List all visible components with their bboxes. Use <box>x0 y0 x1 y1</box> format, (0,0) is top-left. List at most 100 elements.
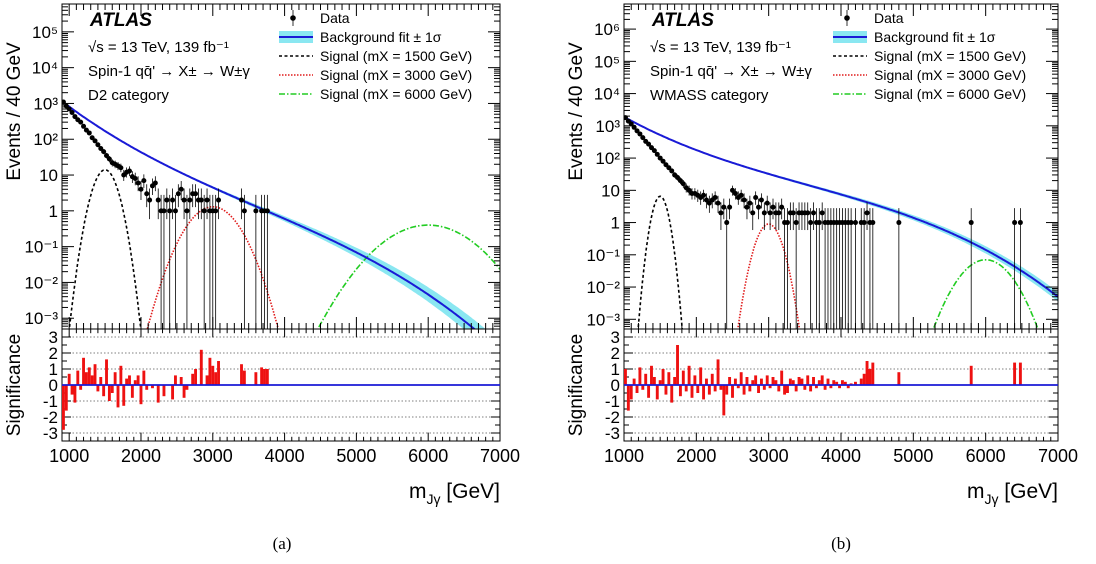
y-tick-label: 10⁻² <box>586 278 620 297</box>
significance-bar <box>699 367 703 385</box>
significance-bar <box>156 385 160 403</box>
data-point <box>141 178 147 184</box>
data-point <box>747 200 753 206</box>
data-point <box>852 220 858 226</box>
significance-bar <box>678 385 682 397</box>
data-point <box>104 153 110 159</box>
significance-bar <box>820 375 824 385</box>
data-point <box>646 141 652 147</box>
data-point <box>896 220 902 226</box>
significance-bar <box>733 378 737 385</box>
significance-bar <box>90 375 94 385</box>
y-tick-label: 10³ <box>595 117 620 136</box>
significance-bar <box>64 385 68 411</box>
data-point <box>715 200 721 206</box>
signal-curve-1500 <box>68 169 142 329</box>
significance-bar <box>629 385 633 400</box>
y-tick-label: 10 <box>39 166 58 185</box>
x-axis-label-sub: Jγ <box>426 491 440 507</box>
data-point <box>764 200 770 206</box>
info-line: Spin-1 qq̄' → X± → W±γ <box>88 63 250 80</box>
data-point <box>216 197 222 203</box>
significance-bar <box>817 380 821 385</box>
data-point <box>680 181 686 187</box>
legend-signal-3000: Signal (mX = 3000 GeV) <box>874 67 1026 83</box>
data-point <box>721 204 727 210</box>
significance-bar <box>1013 362 1017 385</box>
significance-bar <box>748 385 752 392</box>
data-point <box>753 194 759 200</box>
x-tick-label: 2000 <box>676 446 716 466</box>
significance-bar <box>846 385 850 389</box>
panel-caption: (a) <box>273 534 292 553</box>
y-tick-label: 10³ <box>33 94 58 113</box>
x-tick-label: 7000 <box>1038 446 1078 466</box>
significance-bar <box>652 377 656 385</box>
significance-bar <box>841 380 844 385</box>
significance-bar <box>780 370 784 385</box>
significance-bar <box>690 385 694 398</box>
significance-bar <box>93 364 97 385</box>
x-axis-label: mJγ [GeV] <box>409 480 500 507</box>
significance-bar <box>826 378 830 385</box>
significance-bar <box>794 385 798 392</box>
sig-tick-label: 2 <box>49 344 58 363</box>
significance-bar <box>687 365 691 385</box>
significance-bar <box>838 385 841 389</box>
significance-bar <box>102 385 106 397</box>
significance-bar <box>199 349 203 385</box>
data-point <box>784 220 790 226</box>
significance-bar <box>99 377 103 385</box>
y-tick-label: 10⁴ <box>594 85 620 104</box>
data-point <box>69 109 75 115</box>
sig-tick-label: -1 <box>43 392 58 411</box>
background-fit-line <box>62 100 476 329</box>
experiment-label: ATLAS <box>651 10 714 31</box>
significance-bar <box>783 385 787 395</box>
significance-bar <box>667 372 671 385</box>
x-tick-label: 3000 <box>749 446 789 466</box>
data-point <box>175 191 181 197</box>
significance-bar <box>797 377 801 385</box>
signal-curve-1500 <box>637 195 684 329</box>
data-point <box>147 197 153 203</box>
data-point <box>152 180 158 186</box>
significance-bar <box>73 385 77 403</box>
sig-tick-label: -2 <box>605 408 620 427</box>
significance-bar <box>693 375 697 385</box>
x-tick-label: 5000 <box>893 446 933 466</box>
significance-bar <box>136 375 140 385</box>
data-point <box>78 119 84 125</box>
legend: Data Background fit ± 1σ Signal (mX = 1500… <box>833 10 1026 102</box>
significance-bar <box>803 385 807 390</box>
legend-signal-1500: Signal (mX = 1500 GeV) <box>874 48 1026 64</box>
x-axis-label-sub: Jγ <box>984 491 998 507</box>
upper-plot-area <box>624 115 1058 329</box>
significance-bar <box>1018 362 1022 385</box>
significance-bar <box>116 385 120 408</box>
significance-bar <box>705 378 708 385</box>
data-point <box>750 210 756 216</box>
data-point <box>81 123 87 129</box>
significance-bar <box>142 370 146 385</box>
background-uncertainty-band <box>624 116 1058 302</box>
significance-bar <box>638 367 642 385</box>
legend-data: Data <box>874 10 904 26</box>
y-tick-label: 1 <box>611 214 620 233</box>
significance-bar <box>70 385 74 395</box>
data-point <box>118 165 124 171</box>
data-point <box>170 197 176 203</box>
significance-bar <box>759 378 763 385</box>
data-point <box>637 131 643 137</box>
significance-bar <box>87 367 91 385</box>
significance-bar <box>696 385 700 393</box>
sig-tick-label: 1 <box>49 360 58 379</box>
legend-background: Background fit ± 1σ <box>320 29 442 45</box>
significance-bar <box>745 377 749 385</box>
info-line: Spin-1 qq̄' → X± → W±γ <box>650 63 812 80</box>
y-tick-label: 10⁴ <box>32 59 58 78</box>
x-tick-label: 2000 <box>121 446 161 466</box>
